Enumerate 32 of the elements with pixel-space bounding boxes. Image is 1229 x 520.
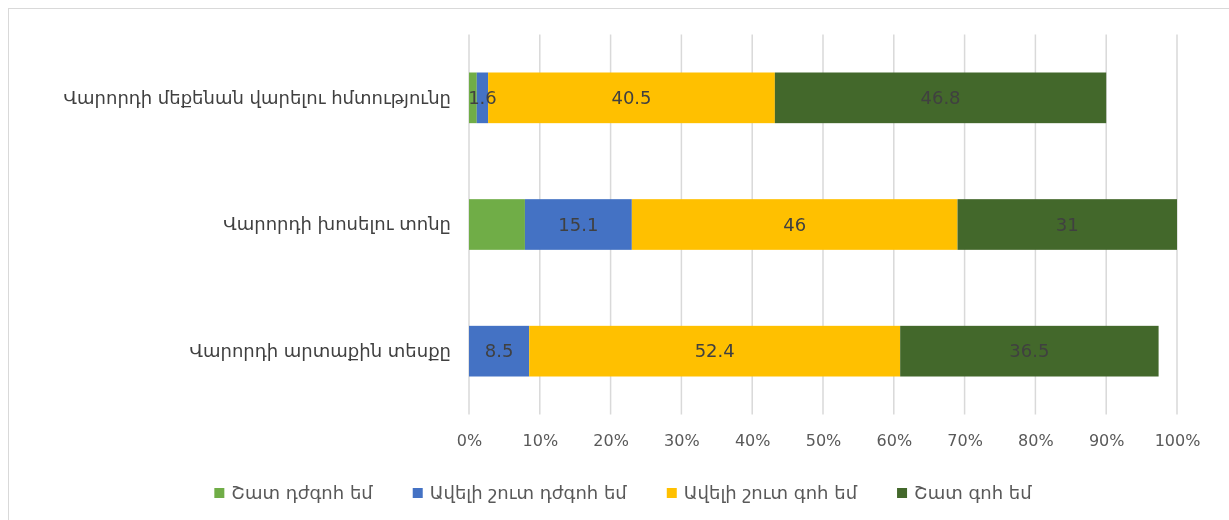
bar <box>900 325 1159 377</box>
x-tick-label: 50% <box>805 430 842 450</box>
bar <box>957 199 1177 250</box>
x-tick-label: 10% <box>522 430 559 450</box>
x-tick-label: 80% <box>1018 430 1054 450</box>
bar <box>774 72 1107 124</box>
bar <box>631 199 958 250</box>
legend-label: Ավելի շուտ դժգոհ եմ <box>429 482 628 504</box>
x-tick-label: 60% <box>876 430 913 450</box>
bar <box>524 199 632 250</box>
bar <box>529 325 901 377</box>
x-tick-label: 70% <box>947 430 983 450</box>
x-tick-label: 40% <box>734 430 771 450</box>
data-label: 52.4 <box>694 340 735 362</box>
y-tick-label: Վարորդի մեքենան վարելու հմտությունը <box>63 86 451 108</box>
data-label: 40.5 <box>611 87 652 109</box>
legend-label: Շատ գոհ եմ <box>914 482 1033 504</box>
legend-label: Շատ դժգոհ եմ <box>231 482 374 504</box>
y-tick-label: Վարորդի խոսելու տոնը <box>223 213 451 235</box>
legend-label: Ավելի շուտ գոհ եմ <box>683 482 858 504</box>
x-tick-label: 30% <box>664 430 700 450</box>
data-label: 8.5 <box>484 340 514 362</box>
data-label: 46 <box>783 213 807 235</box>
x-tick-label: 90% <box>1088 430 1125 450</box>
bar <box>469 325 530 377</box>
x-tick-label: 20% <box>593 430 629 450</box>
x-tick-label: 0% <box>456 430 483 450</box>
x-tick-label: 100% <box>1154 430 1201 450</box>
bar <box>469 199 525 250</box>
data-label: 1.6 <box>468 87 497 109</box>
data-label: 15.1 <box>558 213 599 235</box>
y-tick-label: Վարորդի արտաքին տեսքը <box>189 339 451 361</box>
